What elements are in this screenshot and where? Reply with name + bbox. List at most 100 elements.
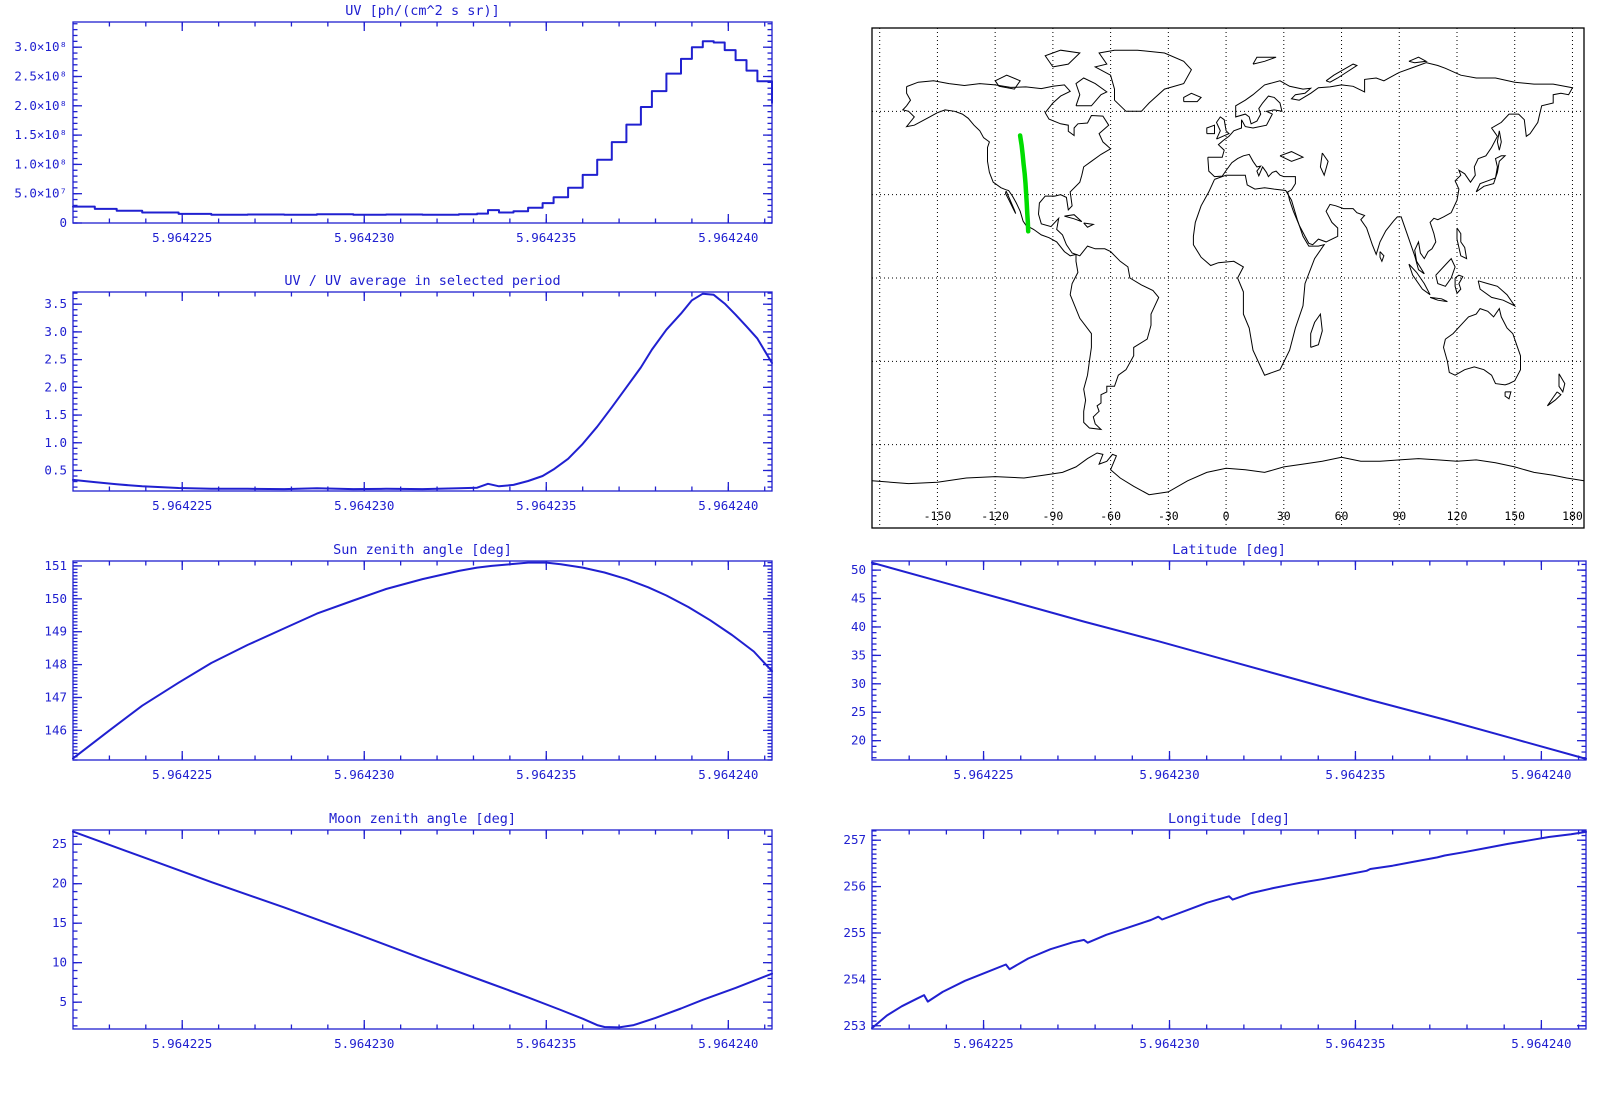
map-lon-label: 0 bbox=[1223, 509, 1230, 523]
lat-series-line bbox=[871, 561, 1587, 760]
coastline bbox=[1325, 63, 1359, 83]
y-tick-label: 5.0×10⁷ bbox=[14, 186, 67, 201]
x-tick-label: 5.964240 bbox=[1511, 1036, 1571, 1051]
coastline bbox=[1477, 280, 1517, 308]
coastline bbox=[1504, 391, 1512, 400]
x-tick-label: 5.964240 bbox=[698, 498, 758, 513]
y-tick-label: 2.0 bbox=[44, 379, 67, 394]
coastline bbox=[1093, 49, 1193, 112]
axis-ticks bbox=[73, 561, 772, 761]
coastline bbox=[1456, 227, 1468, 260]
coastlines bbox=[871, 49, 1585, 496]
x-tick-label: 5.964235 bbox=[1325, 1036, 1385, 1051]
map-lon-label: 180 bbox=[1562, 509, 1583, 523]
uv-series-line bbox=[72, 40, 773, 216]
coastline bbox=[1558, 373, 1566, 394]
y-tick-label: 35 bbox=[851, 647, 866, 662]
coastline bbox=[1215, 116, 1230, 140]
coastline bbox=[1252, 56, 1277, 65]
y-tick-label: 30 bbox=[851, 676, 866, 691]
chart-title: UV [ph/(cm^2 s sr)] bbox=[345, 3, 499, 19]
coastline bbox=[1183, 92, 1202, 103]
coastline bbox=[1408, 263, 1431, 296]
y-tick-label: 45 bbox=[851, 591, 866, 606]
map-lon-label: 30 bbox=[1277, 509, 1291, 523]
chart-title: UV / UV average in selected period bbox=[284, 273, 560, 289]
y-tick-label: 256 bbox=[843, 879, 866, 894]
chart-title: Longitude [deg] bbox=[1168, 811, 1290, 827]
map-frame bbox=[871, 27, 1585, 529]
map-graticule bbox=[872, 28, 1584, 528]
chart-title: Sun zenith angle [deg] bbox=[333, 542, 512, 558]
y-tick-label: 151 bbox=[44, 558, 67, 573]
x-tick-label: 5.964230 bbox=[334, 1036, 394, 1051]
x-tick-label: 5.964235 bbox=[516, 230, 576, 245]
x-tick-label: 5.964235 bbox=[516, 767, 576, 782]
x-tick-label: 5.964230 bbox=[334, 230, 394, 245]
y-tick-label: 2.5×10⁸ bbox=[14, 68, 67, 83]
y-tick-label: 149 bbox=[44, 624, 67, 639]
plot-frame bbox=[72, 560, 773, 761]
plot-frame bbox=[72, 291, 773, 492]
y-tick-label: 50 bbox=[851, 562, 866, 577]
moon-series-line bbox=[72, 830, 773, 1029]
y-tick-label: 150 bbox=[44, 591, 67, 606]
y-tick-label: 5 bbox=[59, 994, 67, 1009]
coastline bbox=[1435, 257, 1456, 287]
coastline bbox=[1546, 391, 1562, 407]
y-tick-label: 3.0×10⁸ bbox=[14, 39, 67, 54]
x-tick-label: 5.964235 bbox=[516, 498, 576, 513]
ground-track bbox=[1017, 133, 1031, 234]
y-tick-label: 1.0 bbox=[44, 435, 67, 450]
x-tick-label: 5.964240 bbox=[698, 230, 758, 245]
coastline bbox=[901, 80, 1112, 257]
y-tick-label: 1.0×10⁸ bbox=[14, 156, 67, 171]
coastline bbox=[1379, 251, 1385, 263]
map-lon-label: 150 bbox=[1504, 509, 1525, 523]
y-tick-label: 254 bbox=[843, 971, 866, 986]
axis-ticks bbox=[73, 830, 772, 1029]
map-lon-label: -120 bbox=[981, 509, 1009, 523]
coastline bbox=[1206, 124, 1215, 135]
coastline bbox=[1044, 49, 1081, 68]
axis-ticks bbox=[872, 561, 1586, 760]
y-tick-label: 25 bbox=[52, 836, 67, 851]
coastline bbox=[1429, 296, 1448, 303]
y-tick-label: 257 bbox=[843, 832, 866, 847]
x-tick-label: 5.964230 bbox=[334, 498, 394, 513]
y-tick-label: 20 bbox=[52, 876, 67, 891]
x-tick-label: 5.964225 bbox=[152, 230, 212, 245]
x-tick-label: 5.964230 bbox=[1139, 1036, 1199, 1051]
map-lon-label: -90 bbox=[1042, 509, 1063, 523]
moon-chart: 5.964225 5.964230 5.964235 5.964240 5 10 15 20 2… bbox=[52, 811, 773, 1051]
coastline bbox=[1496, 130, 1502, 151]
coastline bbox=[871, 452, 1585, 496]
y-tick-label: 148 bbox=[44, 657, 67, 672]
coastline bbox=[1069, 245, 1160, 431]
plot-frame bbox=[72, 21, 773, 224]
x-tick-label: 5.964225 bbox=[152, 498, 212, 513]
coastline bbox=[1083, 222, 1095, 228]
coastline bbox=[1319, 152, 1329, 177]
ratio-series-line bbox=[72, 292, 773, 491]
x-tick-label: 5.964225 bbox=[152, 767, 212, 782]
axis-ticks bbox=[872, 830, 1586, 1029]
coastline bbox=[1408, 56, 1428, 64]
coastline bbox=[1004, 190, 1017, 214]
coastline bbox=[1310, 312, 1323, 348]
y-tick-label: 15 bbox=[52, 915, 67, 930]
y-tick-label: 2.0×10⁸ bbox=[14, 98, 67, 113]
coastline bbox=[1192, 174, 1326, 376]
x-tick-label: 5.964230 bbox=[334, 767, 394, 782]
x-tick-label: 5.964225 bbox=[953, 767, 1013, 782]
coastline bbox=[1064, 214, 1083, 223]
y-tick-label: 255 bbox=[843, 925, 866, 940]
axis-ticks bbox=[73, 292, 772, 491]
axis-ticks bbox=[73, 22, 772, 224]
chart-title: Latitude [deg] bbox=[1172, 542, 1286, 558]
map-lon-label: 120 bbox=[1447, 509, 1468, 523]
x-tick-label: 5.964235 bbox=[516, 1036, 576, 1051]
x-tick-label: 5.964240 bbox=[698, 767, 758, 782]
